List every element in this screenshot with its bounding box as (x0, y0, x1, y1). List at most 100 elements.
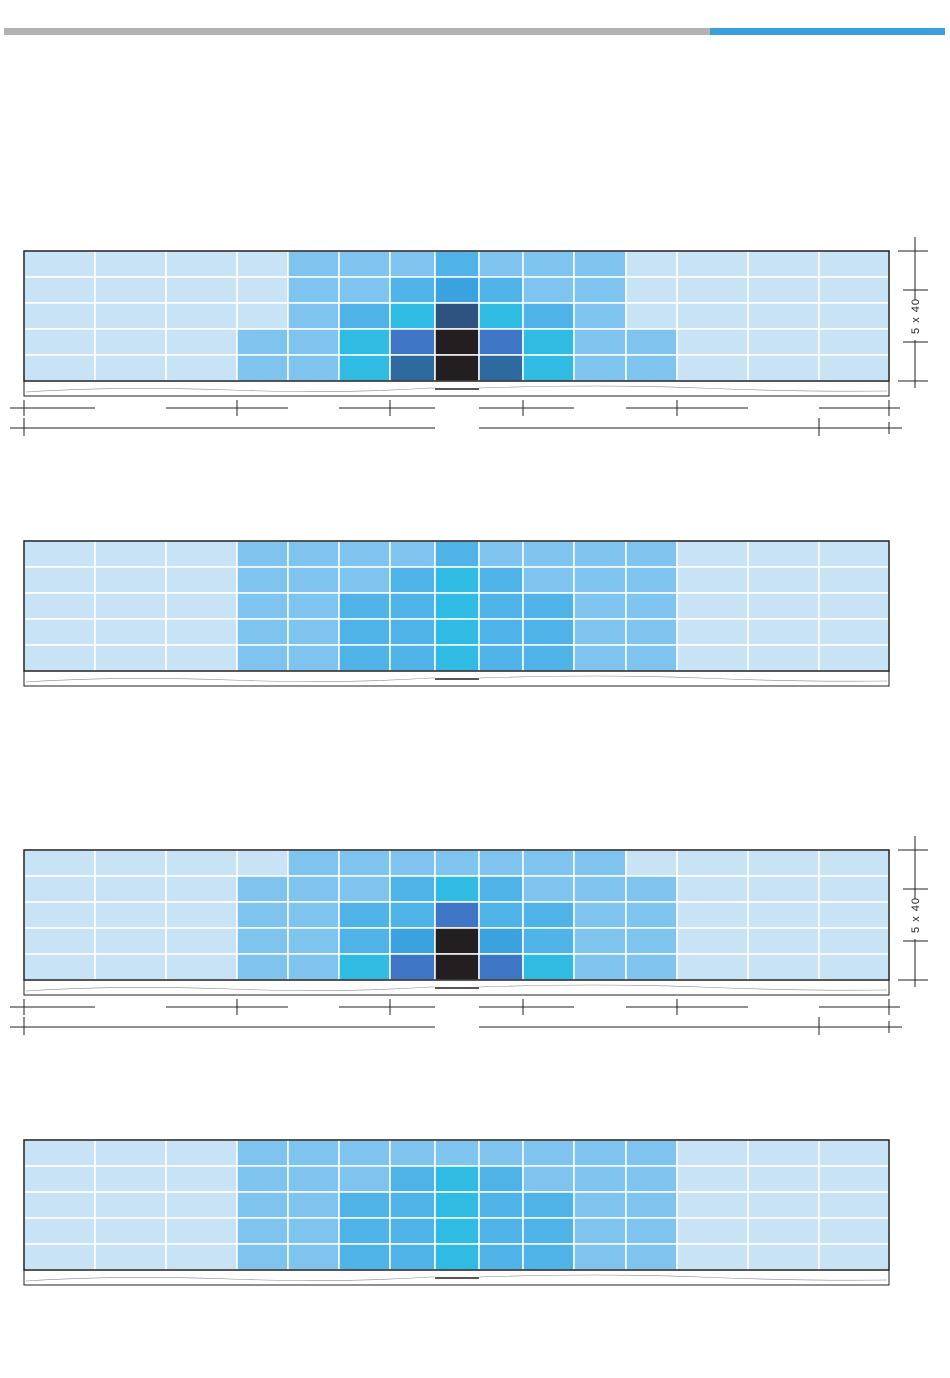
grid-cell (478, 302, 524, 330)
grid-cell (23, 566, 96, 594)
grid-cell (573, 328, 627, 356)
grid-cell (94, 1165, 167, 1193)
grid-cell (818, 328, 890, 356)
grid-cell (747, 849, 820, 877)
tile-panel-4 (23, 1139, 890, 1286)
grid-cell (236, 354, 289, 382)
grid-cell (165, 354, 238, 382)
grid-cell (23, 1243, 96, 1271)
grid-cell (236, 1139, 289, 1167)
grid-cell (287, 1243, 340, 1271)
grid-cell (94, 354, 167, 382)
grid-cell (625, 566, 678, 594)
grid-cell (434, 354, 480, 382)
grid-cell (818, 901, 890, 929)
grid-cell (522, 566, 575, 594)
grid-cell (818, 953, 890, 981)
grid-cell (478, 1191, 524, 1219)
base-wave (25, 1274, 888, 1282)
grid-cell (23, 849, 96, 877)
grid-cell (625, 302, 678, 330)
grid-cell (478, 354, 524, 382)
grid-cell (747, 953, 820, 981)
grid-cell (625, 901, 678, 929)
grid-cell (818, 302, 890, 330)
grid-cell (338, 644, 391, 672)
grid-cell (478, 953, 524, 981)
grid-cell (747, 1165, 820, 1193)
grid-cell (676, 250, 749, 278)
grid-cell (573, 250, 627, 278)
grid-cell (287, 328, 340, 356)
grid-cell (573, 927, 627, 955)
grid-cell (747, 901, 820, 929)
grid-cell (676, 592, 749, 620)
grid-cell (434, 276, 480, 304)
grid-cell (389, 592, 436, 620)
grid-cell (676, 540, 749, 568)
grid-cell (23, 927, 96, 955)
grid-cell (338, 592, 391, 620)
grid-cell (522, 618, 575, 646)
grid-cell (818, 540, 890, 568)
grid-cell (625, 354, 678, 382)
grid-cell (165, 592, 238, 620)
grid-cell (389, 849, 436, 877)
grid-cell (573, 1243, 627, 1271)
grid-cell (478, 849, 524, 877)
grid-cell (389, 354, 436, 382)
grid-cell (818, 1139, 890, 1167)
grid-cell (478, 875, 524, 903)
grid-cell (287, 875, 340, 903)
grid-cell (434, 540, 480, 568)
grid-cell (522, 901, 575, 929)
grid-cell (389, 1217, 436, 1245)
grid-cell (676, 618, 749, 646)
base-strip (23, 1270, 890, 1286)
grid-cell (287, 302, 340, 330)
grid-cell (747, 302, 820, 330)
grid-cell (389, 540, 436, 568)
grid-cell (389, 644, 436, 672)
tile-panel-2 (23, 540, 890, 687)
grid-cell (94, 302, 167, 330)
grid-cell (747, 644, 820, 672)
grid-cell (478, 644, 524, 672)
grid-cell (625, 953, 678, 981)
grid-cell (338, 1217, 391, 1245)
grid-cell (287, 927, 340, 955)
grid-cell (287, 901, 340, 929)
grid-cell (676, 927, 749, 955)
grid-cell (676, 276, 749, 304)
grid-cell (165, 1139, 238, 1167)
grid-cell (434, 1191, 480, 1219)
grid-cell (522, 875, 575, 903)
progress-track (4, 28, 945, 35)
grid-cell (389, 1243, 436, 1271)
grid-cell (522, 927, 575, 955)
grid-cell (478, 540, 524, 568)
grid-cell (94, 644, 167, 672)
grid-cell (478, 250, 524, 278)
grid-cell (573, 618, 627, 646)
grid-cell (625, 592, 678, 620)
grid-cell (23, 302, 96, 330)
grid-cell (676, 953, 749, 981)
grid-cell (236, 644, 289, 672)
grid-cell (94, 250, 167, 278)
grid-cell (338, 354, 391, 382)
grid-cell (338, 901, 391, 929)
grid-cell (94, 540, 167, 568)
grid-cell (434, 1243, 480, 1271)
grid-cell (625, 1165, 678, 1193)
grid-cell (338, 1191, 391, 1219)
grid-cell (478, 1139, 524, 1167)
grid-cell (676, 901, 749, 929)
grid-cell (573, 1217, 627, 1245)
grid-cell (165, 849, 238, 877)
grid-cell (434, 875, 480, 903)
grid-cell (236, 849, 289, 877)
grid-cell (23, 953, 96, 981)
grid-cell (818, 1243, 890, 1271)
grid-cell (818, 875, 890, 903)
